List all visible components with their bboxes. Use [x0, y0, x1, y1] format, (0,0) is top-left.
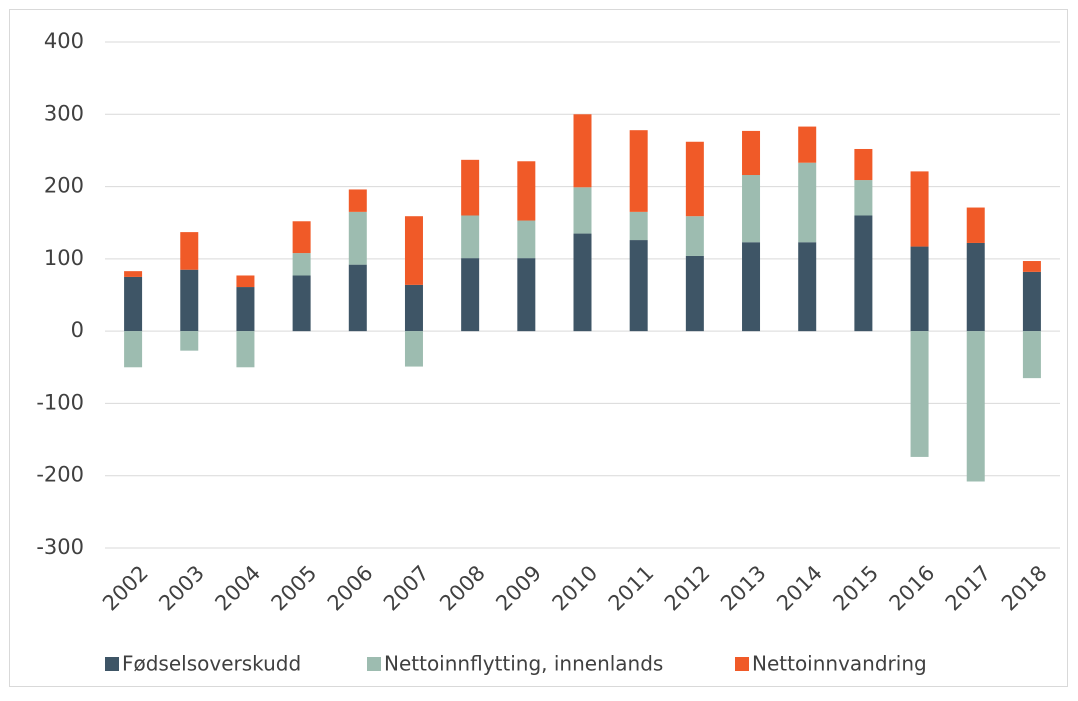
y-tick-label: 300: [44, 101, 84, 125]
bar-segment: [854, 148, 873, 181]
bar-segment: [685, 141, 704, 217]
bar-segment: [180, 331, 199, 351]
legend-swatch: [105, 657, 119, 671]
bar-segment: [966, 207, 985, 243]
bar-segment: [292, 275, 311, 332]
bar-segment: [236, 287, 255, 332]
bar-segment: [854, 180, 873, 216]
bar-segment: [629, 130, 648, 212]
bar-segment: [629, 240, 648, 332]
legend-label: Fødselsoverskudd: [122, 652, 301, 676]
bar-segment: [124, 331, 143, 368]
bar-segment: [742, 130, 761, 176]
bar-segment: [685, 216, 704, 256]
bar-segment: [236, 331, 255, 368]
bar-segment: [966, 331, 985, 482]
bar-segment: [124, 271, 143, 277]
bar-segment: [404, 216, 423, 285]
bar-segment: [798, 126, 817, 163]
y-tick-label: 100: [44, 246, 84, 270]
bar-segment: [348, 264, 367, 332]
y-tick-label: -200: [36, 463, 84, 487]
bar-segment: [573, 233, 592, 332]
bar-segment: [180, 232, 199, 270]
legend-label: Nettoinnvandring: [752, 652, 927, 676]
bar-segment: [461, 159, 480, 216]
y-tick-label: -300: [36, 535, 84, 559]
bar-segment: [236, 275, 255, 288]
bar-segment: [1022, 261, 1041, 272]
legend-swatch: [735, 657, 749, 671]
y-tick-label: 400: [44, 29, 84, 53]
bar-segment: [573, 114, 592, 188]
bar-segment: [742, 242, 761, 332]
bar-segment: [404, 284, 423, 332]
y-tick-label: 200: [44, 174, 84, 198]
bar-segment: [348, 189, 367, 212]
bar-segment: [180, 269, 199, 332]
bar-segment: [742, 175, 761, 243]
bar-segment: [461, 258, 480, 332]
bar-segment: [1022, 271, 1041, 332]
legend-label: Nettoinnflytting, innenlands: [384, 652, 663, 676]
bar-segment: [910, 171, 929, 247]
bar-segment: [517, 161, 536, 221]
y-tick-label: -100: [36, 390, 84, 414]
bar-segment: [348, 211, 367, 265]
bar-segment: [910, 331, 929, 457]
bar-segment: [124, 276, 143, 332]
bar-segment: [798, 242, 817, 332]
y-tick-label: 0: [71, 318, 84, 342]
legend-swatch: [367, 657, 381, 671]
bar-segment: [292, 221, 311, 254]
bar-segment: [517, 220, 536, 259]
bar-segment: [292, 253, 311, 276]
bar-segment: [685, 255, 704, 332]
bar-segment: [910, 246, 929, 332]
bar-segment: [629, 211, 648, 241]
bar-segment: [798, 162, 817, 243]
bar-segment: [404, 331, 423, 367]
bar-segment: [573, 187, 592, 234]
bar-segment: [461, 215, 480, 259]
bar-segment: [1022, 331, 1041, 379]
bar-segment: [966, 242, 985, 332]
bar-segment: [517, 258, 536, 332]
bar-segment: [854, 215, 873, 332]
